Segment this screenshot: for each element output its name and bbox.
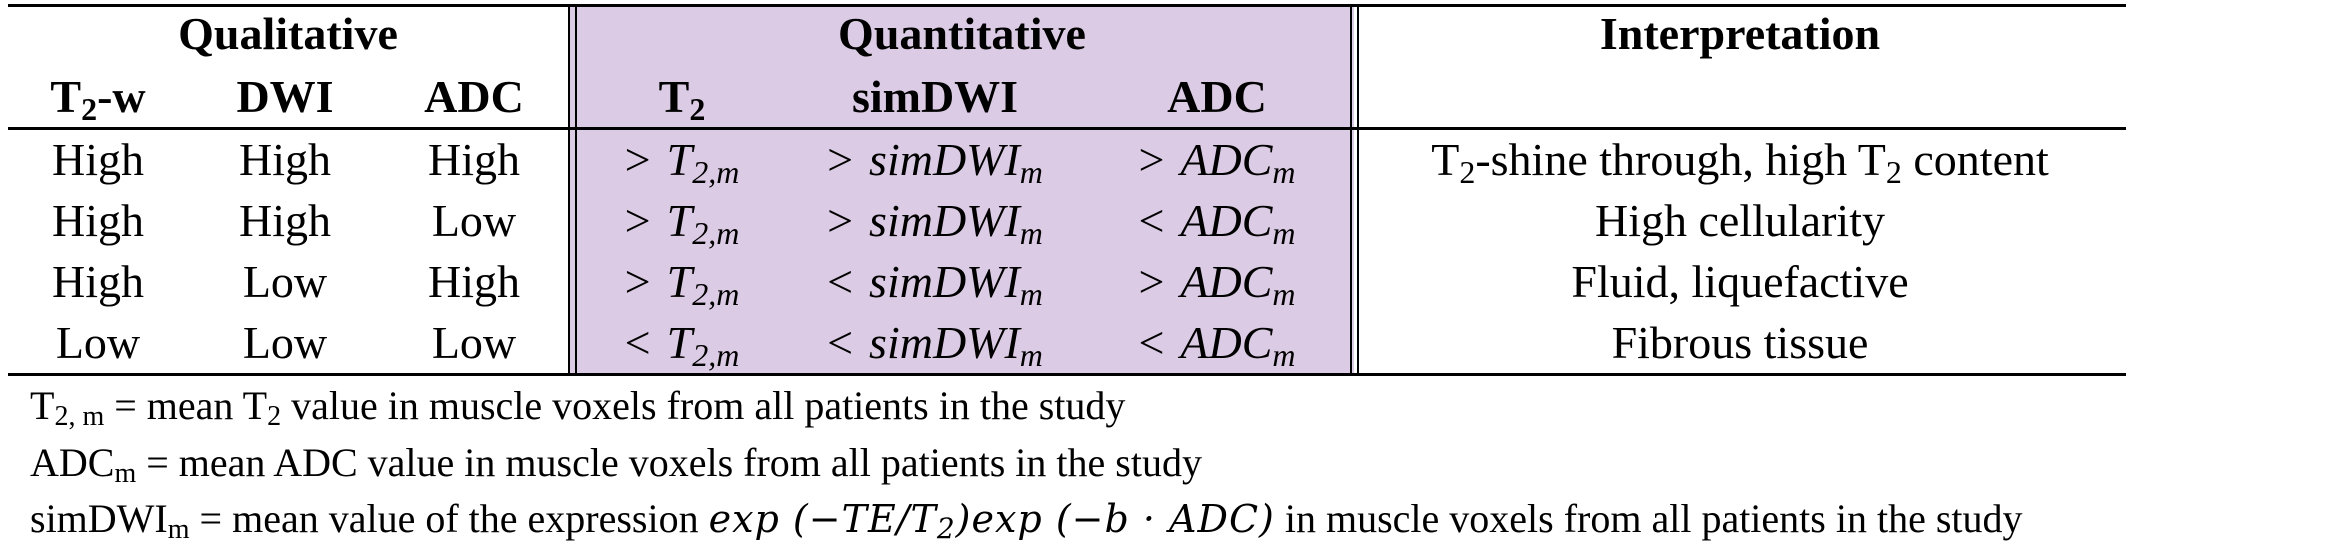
table-cell: High — [239, 195, 331, 246]
footnote-simdwim: simDWIm = mean value of the expression e… — [30, 496, 2023, 545]
quantitative-band — [570, 7, 1354, 373]
divider-right-inner — [1350, 7, 1352, 373]
table-cell: < ADCm — [1138, 195, 1296, 251]
col-header-quant-t2: T2 — [658, 71, 706, 127]
table-cell: > simDWIm — [827, 134, 1043, 190]
table-cell: > T2,m — [624, 134, 740, 190]
table-cell-interpretation: High cellularity — [1595, 195, 1885, 246]
table-cell-interpretation: Fibrous tissue — [1611, 317, 1869, 368]
table-cell: High — [428, 256, 520, 307]
table-cell: Low — [55, 317, 141, 368]
group-qualitative: Qualitative — [178, 8, 398, 59]
table-cell: < ADCm — [1138, 317, 1296, 373]
table-cell-interpretation: T2-shine through, high T2 content — [1431, 134, 2049, 190]
table-cell: High — [52, 134, 144, 185]
table-cell: < T2,m — [624, 317, 740, 373]
divider-right-outer — [1357, 7, 1359, 373]
table-cell: High — [52, 256, 144, 307]
divider-left-inner — [575, 7, 577, 373]
table-cell: High — [428, 134, 520, 185]
footnote-adcm: ADCm = mean ADC value in muscle voxels f… — [30, 440, 1202, 489]
group-interpretation: Interpretation — [1599, 8, 1881, 59]
table-cell: High — [239, 134, 331, 185]
group-quantitative: Quantitative — [838, 8, 1086, 59]
table-bottom-rule — [8, 373, 2126, 376]
col-header-simdwi: simDWI — [851, 71, 1019, 122]
table-cell: > T2,m — [624, 256, 740, 312]
table-cell: Low — [242, 317, 328, 368]
table-cell: < simDWIm — [827, 317, 1043, 373]
table-cell: Low — [242, 256, 328, 307]
col-header-dwi: DWI — [236, 71, 334, 122]
table-cell: < simDWIm — [827, 256, 1043, 312]
table-cell: > simDWIm — [827, 195, 1043, 251]
col-header-adc: ADC — [424, 71, 524, 122]
table-cell: Low — [431, 317, 517, 368]
header-rule — [8, 127, 2126, 130]
footnote-t2m: T2, m = mean T2 value in muscle voxels f… — [30, 383, 1126, 432]
table-cell: > ADCm — [1138, 256, 1296, 312]
table-cell: > T2,m — [624, 195, 740, 251]
table-cell: High — [52, 195, 144, 246]
col-header-quant-adc: ADC — [1167, 71, 1267, 122]
table-cell: Low — [431, 195, 517, 246]
table-cell-interpretation: Fluid, liquefactive — [1571, 256, 1909, 307]
table-cell: > ADCm — [1138, 134, 1296, 190]
divider-left-outer — [568, 7, 570, 373]
col-header-t2w: T2-w — [50, 71, 146, 127]
table-top-rule — [8, 4, 2126, 7]
